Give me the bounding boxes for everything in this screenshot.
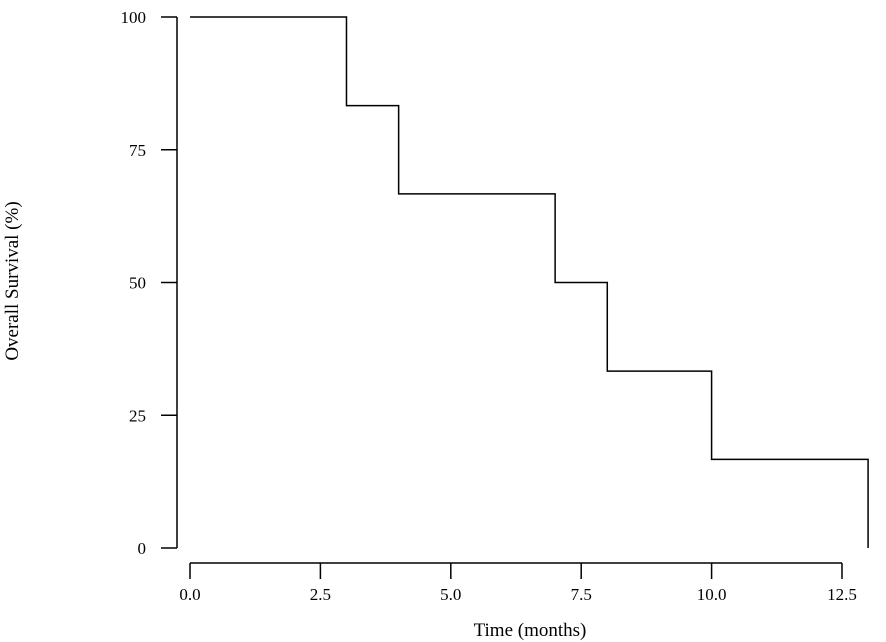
x-tick-label-10.0: 10.0 (697, 585, 727, 604)
x-ticks: 0.0 2.5 5.0 7.5 10.0 12.5 (179, 563, 857, 604)
x-axis-title: Time (months) (474, 620, 587, 641)
x-tick-label-12.5: 12.5 (827, 585, 857, 604)
y-tick-label-50: 50 (129, 274, 146, 293)
x-tick-label-5.0: 5.0 (440, 585, 461, 604)
y-tick-label-0: 0 (138, 539, 147, 558)
y-tick-label-75: 75 (129, 141, 146, 160)
x-tick-label-0.0: 0.0 (179, 585, 200, 604)
series-layer (190, 16, 869, 548)
y-ticks: 0 25 50 75 100 (121, 8, 177, 558)
x-tick-label-7.5: 7.5 (571, 585, 592, 604)
y-axis-title: Overall Survival (%) (2, 201, 23, 360)
y-tick-label-25: 25 (129, 406, 146, 425)
survival-curve-0 (190, 16, 869, 548)
y-tick-label-100: 100 (121, 8, 147, 27)
x-tick-label-2.5: 2.5 (310, 585, 331, 604)
axes (176, 17, 842, 564)
